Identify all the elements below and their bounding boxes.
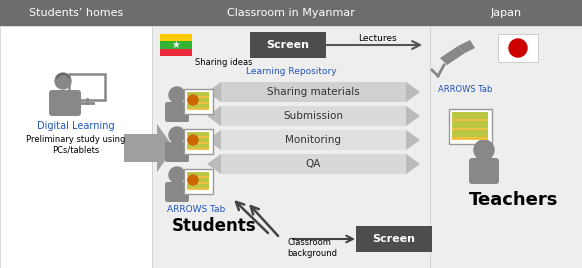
FancyBboxPatch shape <box>430 0 582 26</box>
FancyBboxPatch shape <box>452 112 488 140</box>
FancyBboxPatch shape <box>187 92 209 110</box>
FancyBboxPatch shape <box>221 106 406 126</box>
Circle shape <box>474 140 494 160</box>
Text: ★: ★ <box>172 40 180 50</box>
Circle shape <box>169 127 185 143</box>
FancyBboxPatch shape <box>160 49 192 56</box>
Text: Japan: Japan <box>491 8 521 18</box>
FancyBboxPatch shape <box>165 142 189 162</box>
FancyBboxPatch shape <box>452 112 488 119</box>
Text: Monitoring: Monitoring <box>286 135 342 145</box>
Text: Submission: Submission <box>283 111 343 121</box>
FancyBboxPatch shape <box>498 34 538 62</box>
FancyBboxPatch shape <box>187 184 209 188</box>
Circle shape <box>188 175 198 185</box>
Circle shape <box>188 135 198 145</box>
FancyBboxPatch shape <box>452 121 488 128</box>
FancyBboxPatch shape <box>152 0 430 26</box>
Text: QA: QA <box>306 159 321 169</box>
Polygon shape <box>440 46 465 65</box>
Text: Sharing materials: Sharing materials <box>267 87 360 97</box>
Text: Students: Students <box>172 217 256 235</box>
FancyBboxPatch shape <box>187 178 209 182</box>
Text: Digital Learning: Digital Learning <box>37 121 115 131</box>
Text: Students’ homes: Students’ homes <box>29 8 123 18</box>
FancyBboxPatch shape <box>187 138 209 142</box>
Text: Screen: Screen <box>267 40 310 50</box>
FancyBboxPatch shape <box>187 92 209 96</box>
Polygon shape <box>406 154 420 174</box>
Polygon shape <box>406 106 420 126</box>
Circle shape <box>55 73 71 89</box>
FancyBboxPatch shape <box>469 158 499 184</box>
Polygon shape <box>406 130 420 150</box>
FancyBboxPatch shape <box>165 102 189 122</box>
FancyBboxPatch shape <box>183 88 212 114</box>
FancyBboxPatch shape <box>452 130 488 137</box>
FancyBboxPatch shape <box>187 98 209 102</box>
Polygon shape <box>458 40 475 53</box>
FancyBboxPatch shape <box>221 82 406 102</box>
Polygon shape <box>207 106 221 126</box>
Text: Learning Repository: Learning Repository <box>246 68 336 76</box>
FancyBboxPatch shape <box>183 128 212 154</box>
FancyBboxPatch shape <box>160 34 192 41</box>
FancyBboxPatch shape <box>187 144 209 148</box>
Polygon shape <box>207 154 221 174</box>
Circle shape <box>509 39 527 57</box>
FancyBboxPatch shape <box>152 26 430 268</box>
FancyBboxPatch shape <box>0 0 152 26</box>
FancyBboxPatch shape <box>49 90 81 116</box>
Circle shape <box>188 95 198 105</box>
FancyBboxPatch shape <box>187 132 209 136</box>
FancyBboxPatch shape <box>0 26 152 268</box>
FancyBboxPatch shape <box>187 172 209 190</box>
FancyBboxPatch shape <box>221 130 406 150</box>
Polygon shape <box>207 82 221 102</box>
FancyBboxPatch shape <box>187 104 209 108</box>
Text: Lectures: Lectures <box>358 34 396 43</box>
Polygon shape <box>406 82 420 102</box>
Text: Classroom
background: Classroom background <box>287 238 337 258</box>
Text: Classroom in Myanmar: Classroom in Myanmar <box>227 8 355 18</box>
FancyBboxPatch shape <box>69 74 105 100</box>
Text: Sharing ideas: Sharing ideas <box>195 58 253 67</box>
Text: ARROWS Tab: ARROWS Tab <box>438 85 492 95</box>
FancyBboxPatch shape <box>183 169 212 193</box>
FancyBboxPatch shape <box>356 226 432 252</box>
Text: Screen: Screen <box>372 234 416 244</box>
FancyBboxPatch shape <box>221 154 406 174</box>
FancyBboxPatch shape <box>250 32 326 58</box>
FancyBboxPatch shape <box>165 182 189 202</box>
Polygon shape <box>207 130 221 150</box>
Text: Teachers: Teachers <box>469 191 559 209</box>
Circle shape <box>169 87 185 103</box>
FancyBboxPatch shape <box>430 26 582 268</box>
FancyBboxPatch shape <box>187 132 209 150</box>
Text: Preliminary study using
PCs/tablets: Preliminary study using PCs/tablets <box>26 135 126 154</box>
Circle shape <box>169 167 185 183</box>
FancyBboxPatch shape <box>449 109 492 143</box>
FancyBboxPatch shape <box>160 41 192 49</box>
Text: ARROWS Tab: ARROWS Tab <box>167 206 225 214</box>
FancyBboxPatch shape <box>187 172 209 176</box>
Polygon shape <box>124 124 174 172</box>
